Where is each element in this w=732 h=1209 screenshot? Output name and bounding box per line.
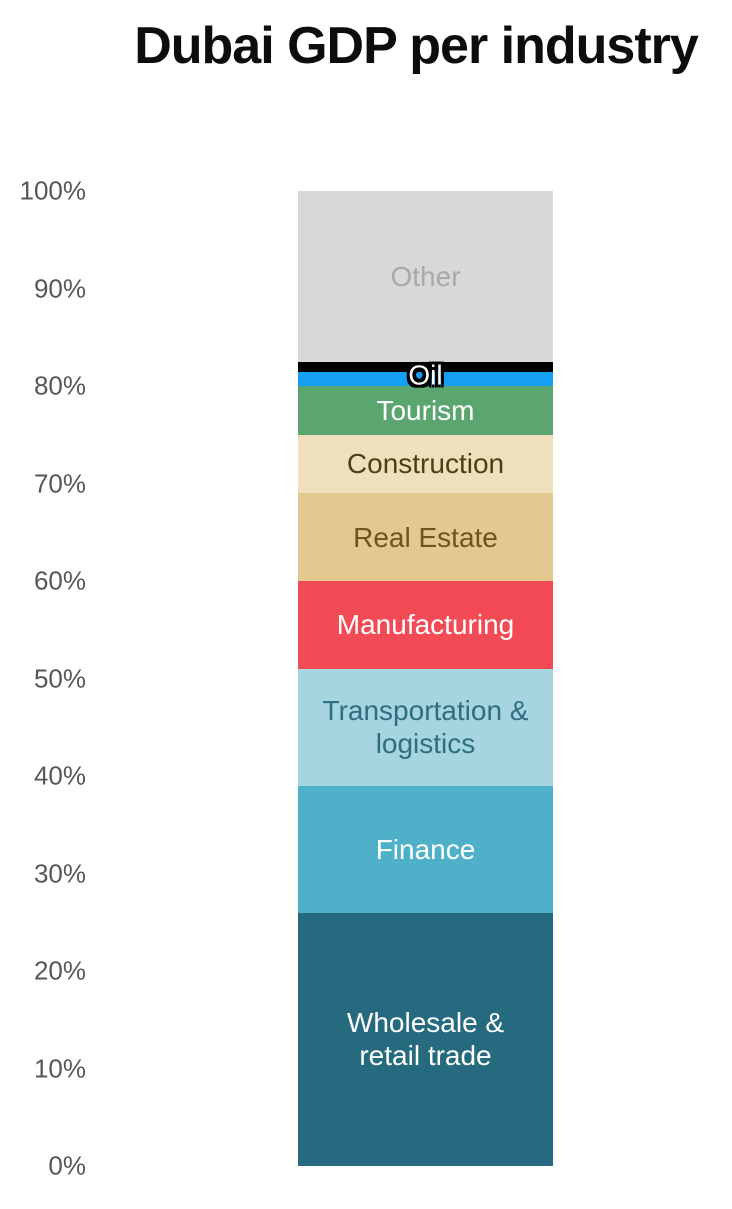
bar-segment-real-estate: Real Estate [298, 493, 553, 581]
y-axis-tick-label: 40% [33, 760, 86, 791]
bar-segment-construction: Construction [298, 434, 553, 494]
y-axis-tick-label: 60% [33, 565, 86, 596]
bar-segment-manufacturing: Manufacturing [298, 581, 553, 669]
segment-label-real-estate: Real Estate [353, 521, 498, 553]
segment-label-construction: Construction [346, 448, 505, 480]
bar-segment-tourism: Tourism [298, 386, 553, 435]
segment-label-manufacturing: Manufacturing [336, 609, 515, 641]
y-axis-tick-label: 80% [33, 370, 86, 401]
segment-label-other: Other [390, 260, 461, 292]
y-axis-tick-label: 30% [33, 858, 86, 888]
chart-title: Dubai GDP per industry [134, 17, 699, 75]
y-axis-tick-label: 20% [33, 955, 86, 986]
y-axis-tick-label: 10% [33, 1053, 86, 1083]
segment-label-transportation-logistics: Transportation & logistics [322, 695, 529, 760]
segment-label-oil: Oil [408, 359, 443, 391]
y-axis-tick-label: 0% [48, 1150, 86, 1181]
bar-segment-finance: Finance [298, 785, 553, 913]
bar-segment-wholesale-retail-trade: Wholesale & retail trade [298, 912, 553, 1166]
y-axis: 100% 90% 80% 70% 60% 50% 40% 30% 20% 10% 0% [0, 0, 87, 1209]
bar-segment-other: Other [298, 191, 553, 362]
y-axis-tick-label: 50% [33, 663, 86, 693]
y-axis-tick-label: 100% [19, 175, 87, 206]
segment-label-tourism: Tourism [376, 394, 475, 426]
y-axis-tick-label: 70% [33, 468, 86, 498]
segment-label-wholesale-retail-trade: Wholesale & retail trade [346, 1007, 505, 1072]
bar-segment-oil: Oil [298, 359, 553, 390]
stacked-bar: Other Oil Tourism Construction Real Estate Ma… [298, 191, 553, 1166]
bar-segment-transportation-logistics: Transportation & logistics [298, 668, 553, 786]
y-axis-tick-label: 90% [33, 273, 86, 303]
segment-label-finance: Finance [375, 833, 476, 865]
